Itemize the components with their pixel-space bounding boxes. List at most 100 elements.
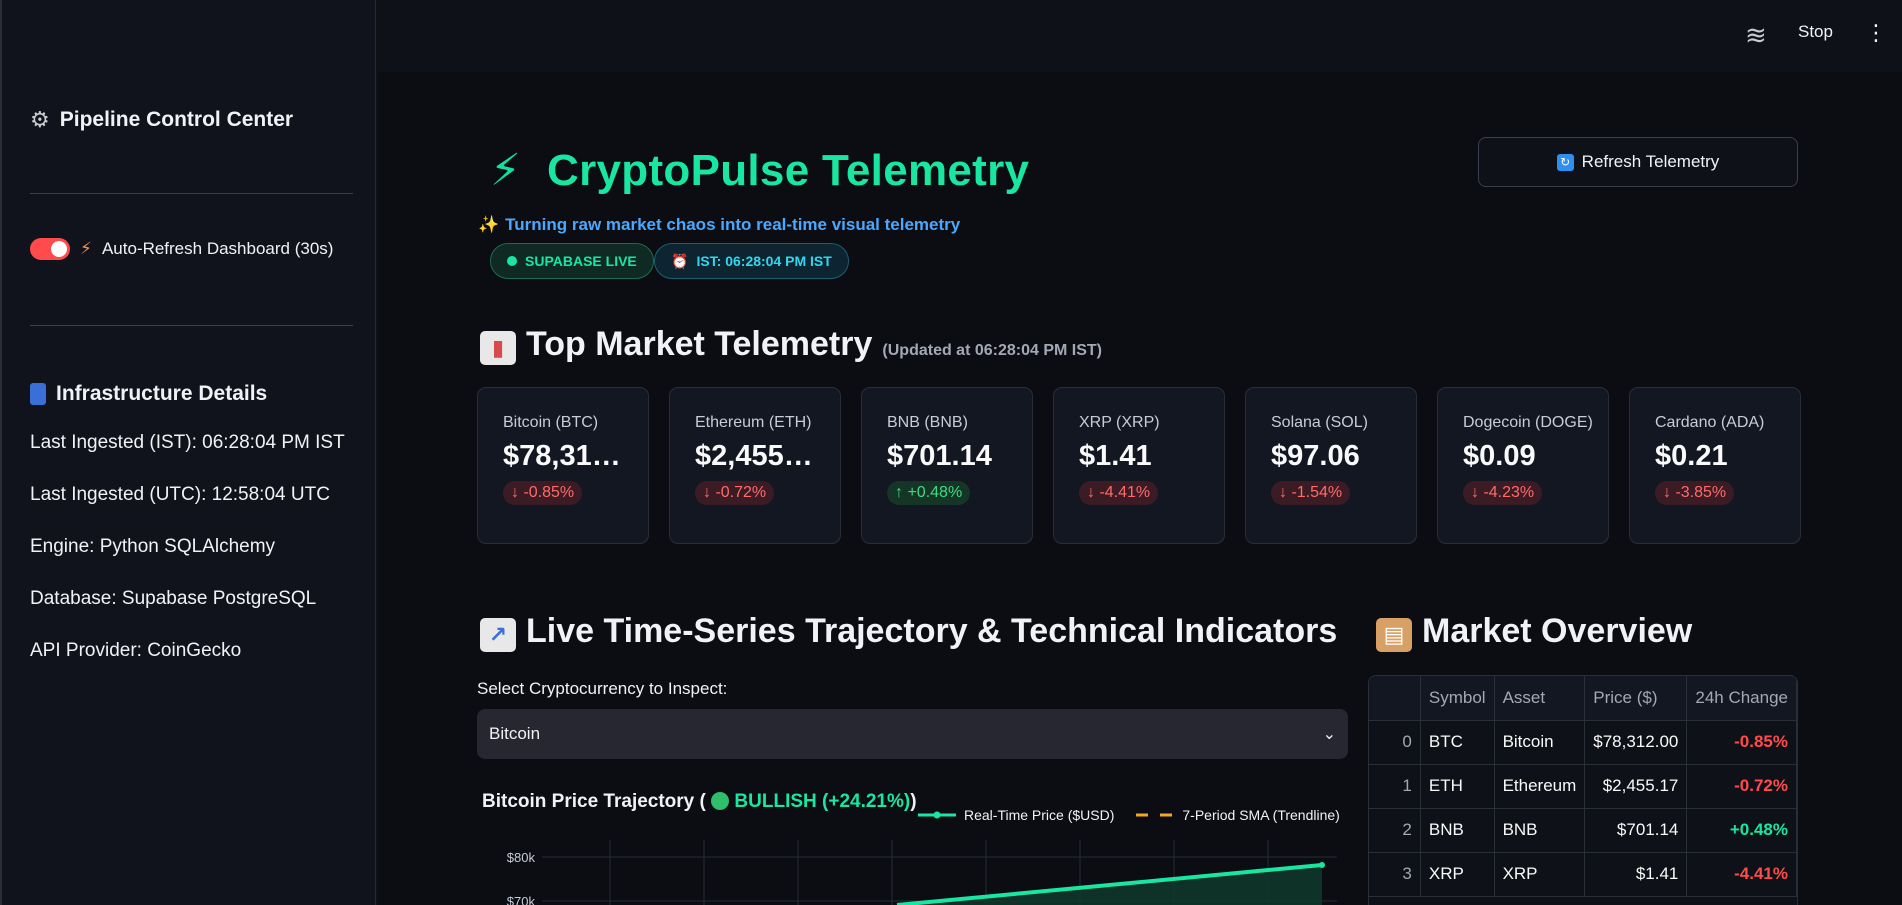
clipboard-icon: ▤: [1376, 618, 1412, 652]
gear-icon: ⚙: [30, 107, 50, 132]
row-index: 3: [1369, 852, 1421, 897]
cell-price: $2,455.17: [1584, 764, 1688, 809]
metric-card: Ethereum (ETH) $2,455.17 ↓ -0.72%: [669, 387, 841, 544]
card-asset-name: Dogecoin (DOGE): [1463, 414, 1593, 431]
live-dot-icon: [507, 256, 517, 266]
table-row[interactable]: 2 BNB BNB $701.14 +0.48%: [1369, 808, 1797, 853]
card-asset-name: Solana (SOL): [1271, 414, 1368, 431]
card-price: $2,455.17: [695, 440, 817, 472]
refresh-telemetry-button[interactable]: ↻ Refresh Telemetry: [1478, 137, 1798, 187]
row-index: 0: [1369, 720, 1421, 765]
lightning-icon: ⚡: [490, 146, 521, 195]
arrow-down-icon: ↓: [1279, 484, 1292, 501]
select-label: Select Cryptocurrency to Inspect:: [477, 679, 728, 698]
updated-timestamp: (Updated at 06:28:04 PM IST): [882, 342, 1103, 359]
detail-ingested-utc: Last Ingested (UTC): 12:58:04 UTC: [30, 484, 330, 505]
card-delta: ↓ -0.85%: [503, 481, 583, 505]
crypto-select[interactable]: Bitcoin ⌄: [477, 709, 1348, 759]
arrow-down-icon: ↓: [703, 484, 716, 501]
cell-symbol: XRP: [1420, 852, 1495, 897]
card-delta: ↓ -4.23%: [1463, 481, 1543, 505]
bar-chart-icon: ▮: [480, 331, 516, 365]
metric-card: Bitcoin (BTC) $78,312.00 ↓ -0.85%: [477, 387, 649, 544]
ist-time-badge: ⏰ IST: 06:28:04 PM IST: [654, 243, 849, 279]
market-overview-heading: ▤ Market Overview: [1376, 612, 1692, 652]
card-asset-name: Bitcoin (BTC): [503, 414, 599, 431]
cell-asset: Bitcoin: [1494, 720, 1586, 765]
arrow-down-icon: ↓: [511, 484, 524, 501]
chart-trend-label: BULLISH (+24.21%): [734, 791, 911, 812]
card-delta: ↑ +0.48%: [887, 481, 971, 505]
cell-price: $701.14: [1584, 808, 1688, 853]
table-row[interactable]: 3 XRP XRP $1.41 -4.41%: [1369, 852, 1797, 897]
stop-button[interactable]: Stop: [1798, 22, 1833, 41]
main-menu-icon[interactable]: ⋮: [1865, 20, 1887, 45]
arrow-up-icon: ↑: [895, 484, 908, 501]
row-index: 2: [1369, 808, 1421, 853]
market-cards: Bitcoin (BTC) $78,312.00 ↓ -0.85% Ethere…: [477, 387, 1801, 544]
price-series-point: [1319, 862, 1325, 868]
alarm-clock-icon: ⏰: [671, 252, 689, 269]
cell-asset: Ethereum: [1494, 764, 1586, 809]
legend-price[interactable]: Real-Time Price ($USD): [918, 807, 1114, 823]
cell-price: $1.41: [1584, 852, 1688, 897]
line-chart-icon: ↗: [480, 618, 516, 652]
column-header[interactable]: Asset: [1494, 676, 1586, 721]
cell-change: +0.48%: [1686, 808, 1797, 853]
auto-refresh-toggle-row[interactable]: ⚡ Auto-Refresh Dashboard (30s): [30, 238, 333, 260]
card-delta: ↓ -4.41%: [1079, 481, 1159, 505]
legend-price-swatch: [918, 811, 956, 819]
page-subtitle: ✨ Turning raw market chaos into real-time…: [478, 215, 961, 234]
market-overview-table[interactable]: Symbol Asset Price ($) 24h Change 0 BTC …: [1368, 675, 1798, 905]
chevron-down-icon: ⌄: [1322, 726, 1336, 743]
table-row[interactable]: 0 BTC Bitcoin $78,312.00 -0.85%: [1369, 720, 1797, 765]
detail-database: Database: Supabase PostgreSQL: [30, 588, 317, 609]
page-title: CryptoPulse Telemetry: [547, 146, 1030, 195]
auto-refresh-label: Auto-Refresh Dashboard (30s): [101, 239, 334, 258]
card-price: $701.14: [887, 440, 992, 472]
detail-engine: Engine: Python SQLAlchemy: [30, 536, 276, 557]
chart-legend: Real-Time Price ($USD) 7-Period SMA (Tre…: [918, 807, 1340, 823]
arrow-down-icon: ↓: [1471, 484, 1484, 501]
legend-sma-swatch: [1136, 813, 1173, 817]
price-chart[interactable]: $80k $70k: [477, 830, 1348, 905]
column-header[interactable]: [1369, 676, 1421, 721]
card-asset-name: BNB (BNB): [887, 414, 968, 431]
infra-title: Infrastructure Details: [30, 382, 267, 406]
auto-refresh-toggle[interactable]: [30, 238, 70, 260]
timeseries-heading: ↗ Live Time-Series Trajectory & Technica…: [480, 612, 1337, 652]
cell-symbol: BNB: [1420, 808, 1495, 853]
column-header[interactable]: Price ($): [1584, 676, 1688, 721]
card-price: $78,312.00: [503, 440, 625, 472]
card-asset-name: Ethereum (ETH): [695, 414, 812, 431]
cell-symbol: BTC: [1420, 720, 1495, 765]
metric-card: Dogecoin (DOGE) $0.09 ↓ -4.23%: [1437, 387, 1609, 544]
metric-card: Cardano (ADA) $0.21 ↓ -3.85%: [1629, 387, 1801, 544]
cell-asset: BNB: [1494, 808, 1586, 853]
top-bar: [378, 0, 1902, 72]
metric-card: BNB (BNB) $701.14 ↑ +0.48%: [861, 387, 1033, 544]
table-row[interactable]: 1 ETH Ethereum $2,455.17 -0.72%: [1369, 764, 1797, 809]
cell-change: -4.41%: [1686, 852, 1797, 897]
legend-sma[interactable]: 7-Period SMA (Trendline): [1136, 807, 1340, 823]
card-delta: ↓ -3.85%: [1655, 481, 1735, 505]
price-series-line: [896, 863, 1323, 905]
y-tick-label: $70k: [507, 894, 536, 905]
card-delta: ↓ -0.72%: [695, 481, 775, 505]
cell-symbol: ETH: [1420, 764, 1495, 809]
row-index: 1: [1369, 764, 1421, 809]
refresh-icon: ↻: [1556, 153, 1574, 171]
card-price: $1.41: [1079, 440, 1152, 472]
sidebar-title: ⚙ Pipeline Control Center: [30, 107, 294, 132]
crypto-select-value: Bitcoin: [489, 724, 541, 743]
arrow-down-icon: ↓: [1663, 484, 1676, 501]
divider: [30, 193, 353, 194]
cell-change: -0.72%: [1686, 764, 1797, 809]
running-status-icon: ≋: [1745, 20, 1767, 50]
table-header-row: Symbol Asset Price ($) 24h Change: [1369, 676, 1797, 721]
column-header[interactable]: 24h Change: [1686, 676, 1797, 721]
card-price: $97.06: [1271, 440, 1360, 472]
metric-card: XRP (XRP) $1.41 ↓ -4.41%: [1053, 387, 1225, 544]
column-header[interactable]: Symbol: [1420, 676, 1495, 721]
metric-card: Solana (SOL) $97.06 ↓ -1.54%: [1245, 387, 1417, 544]
